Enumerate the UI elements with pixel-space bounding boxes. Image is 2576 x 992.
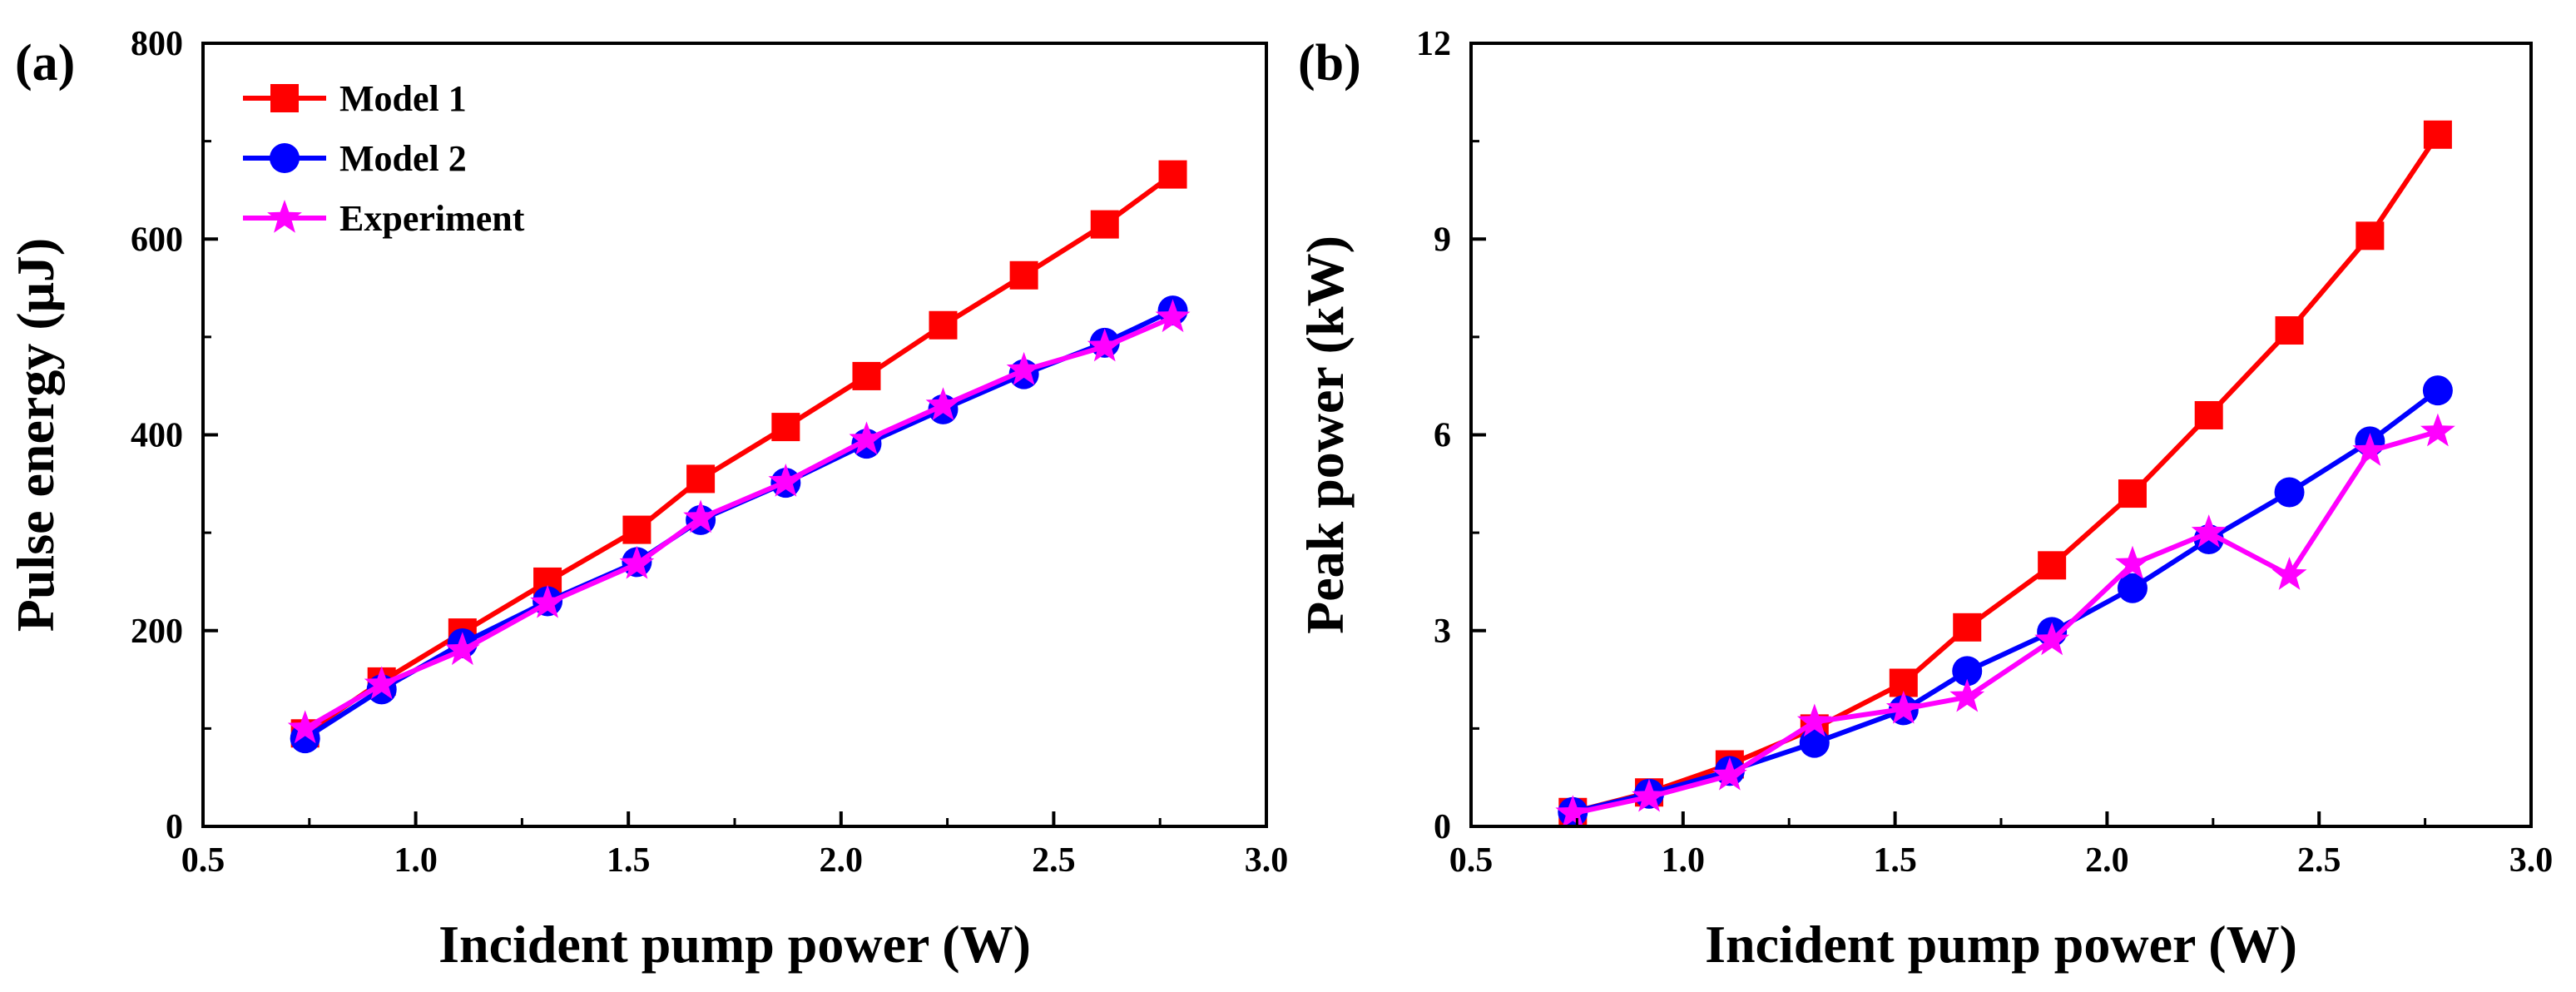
panel-a: 0.5 1.0 1.5 2.0 2.5 3.0 0 200 400 600 800 Incident … [6,25,1288,974]
data-point [1952,656,1983,687]
y-tick-label: 600 [131,221,183,259]
data-point [1158,160,1187,189]
legend-item: Experiment [243,198,525,239]
x-tick-label: 1.5 [607,841,651,880]
series-model-1 [290,160,1187,748]
data-point [2423,120,2452,149]
data-point [1632,778,1667,812]
x-tick-label: 2.0 [820,841,864,880]
series-line [304,308,1174,741]
data-point [683,499,718,533]
data-point [290,723,320,754]
data-point [1712,756,1747,791]
series-line [304,315,1174,731]
data-point [1949,678,1985,712]
x-tick-label: 1.0 [1662,841,1706,880]
data-point [1009,260,1038,290]
legend-label: Experiment [339,198,525,239]
data-point [1087,328,1122,362]
x-tick-label: 3.0 [1245,841,1289,880]
y-tick-label: 800 [131,25,183,63]
x-axis-title: Incident pump power (W) [1705,915,2297,974]
data-point [1796,703,1832,737]
data-point [929,310,958,340]
x-axis-title: Incident pump power (W) [438,915,1031,974]
data-point [619,545,655,579]
y-axis-title: Pulse energy (μJ) [6,238,65,632]
legend-swatch-marker [270,84,299,112]
legend-item: Model 1 [243,78,467,119]
panel-label: (b) [1298,35,1361,92]
y-tick-label: 0 [166,808,183,846]
y-tick-label: 400 [131,417,183,455]
data-point [2274,477,2305,508]
x-tick-label: 1.5 [1873,841,1917,880]
data-point [2420,413,2455,447]
data-point [1006,351,1042,385]
data-point [1799,727,1830,758]
series-line [304,172,1175,736]
x-tick-label: 1.0 [394,841,438,880]
data-point [2038,551,2067,580]
series-line [1572,133,2440,815]
data-point [2356,221,2385,250]
data-point [771,413,800,442]
data-point [2191,514,2227,548]
data-point [686,464,716,494]
data-point [2115,545,2150,579]
x-tick-label: 0.5 [1449,841,1494,880]
y-tick-label: 12 [1416,25,1451,63]
y-tick-label: 6 [1434,417,1451,455]
series-line [1572,429,2439,816]
x-tick-label: 2.5 [1032,841,1076,880]
data-point [2034,622,2070,656]
x-tick-label: 2.0 [2085,841,2129,880]
data-point [849,421,884,455]
y-tick-label: 3 [1434,613,1451,651]
data-point [768,464,804,497]
legend-swatch-marker [267,200,302,233]
data-point [364,666,399,700]
legend: Model 1 Model 2 Experiment [243,78,525,239]
data-point [1953,613,1982,642]
legend-swatch-marker [270,143,300,173]
series-experiment [1555,413,2455,829]
data-point [852,361,881,390]
data-point [287,710,323,744]
x-tick-label: 0.5 [181,841,225,880]
panel-label: (a) [15,35,75,92]
legend-label: Model 2 [339,138,467,179]
legend-item: Model 2 [243,138,467,179]
data-point [444,632,480,666]
data-point [1885,690,1921,724]
data-point [2118,479,2147,508]
data-point [2352,433,2388,466]
data-point [1555,795,1591,829]
y-tick-label: 9 [1434,221,1451,259]
data-point [2117,573,2147,603]
data-point [2271,557,2307,590]
data-point [2422,375,2453,406]
data-point [2194,400,2223,429]
panel-b: 0.5 1.0 1.5 2.0 2.5 3.0 0 3 6 9 12 Incident pump po… [1295,25,2553,974]
data-point [622,515,651,544]
data-point [530,584,565,618]
y-tick-label: 200 [131,613,183,651]
x-tick-label: 2.5 [2297,841,2341,880]
x-tick-label: 3.0 [2509,841,2554,880]
data-point [2275,316,2304,345]
data-point [1155,299,1191,333]
series-experiment [287,299,1191,744]
data-point [925,387,961,420]
legend-label: Model 1 [339,78,467,119]
data-point [1090,210,1119,239]
y-axis-title: Peak power (kW) [1295,236,1355,634]
y-tick-label: 0 [1434,808,1451,846]
